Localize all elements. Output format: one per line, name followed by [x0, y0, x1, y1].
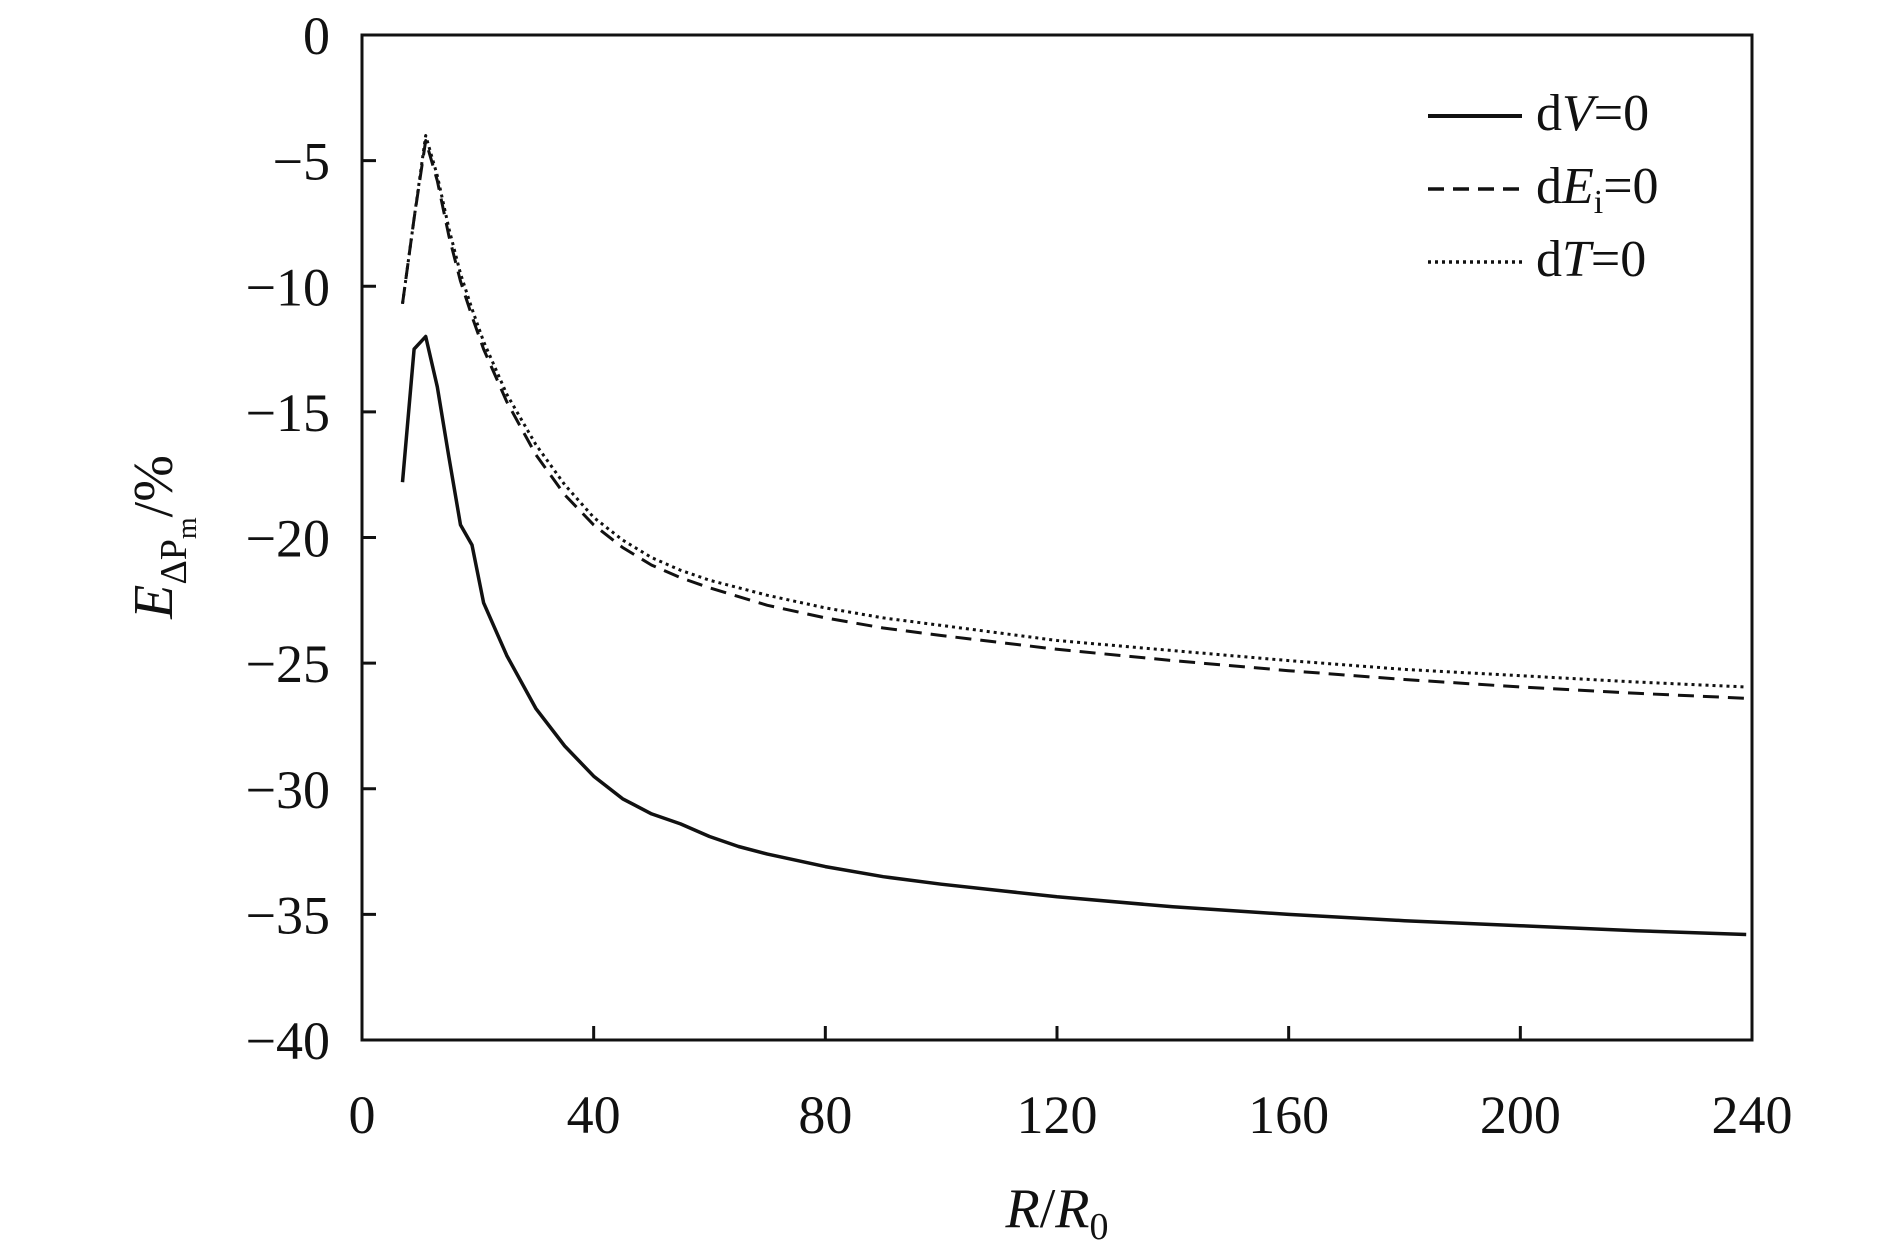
axis-ticks: 0 40 80 120 160 200 240 0 −5 −10 −15 −20 −25 −30 −35 −4…: [246, 6, 1793, 1145]
x-tick-label: 160: [1248, 1085, 1329, 1145]
y-axis-title: EΔPm/%: [123, 455, 203, 620]
series-line-1: [401, 139, 1747, 700]
x-tick-label: 80: [798, 1085, 852, 1145]
y-tick-label: −35: [246, 885, 330, 945]
x-tick-label: 240: [1712, 1085, 1793, 1145]
x-tick-label: 0: [349, 1085, 376, 1145]
series-group: [400, 134, 1747, 937]
y-tick-label: −40: [246, 1011, 330, 1071]
y-tick-label: −30: [246, 760, 330, 820]
legend-label-2: dT=0: [1536, 231, 1646, 288]
x-axis-title: R/R0: [1005, 1178, 1109, 1245]
y-tick-label: −15: [246, 383, 330, 443]
y-tick-label: −10: [246, 257, 330, 317]
series-line-0: [400, 334, 1747, 937]
legend-label-0: dV=0: [1536, 85, 1649, 142]
x-tick-label: 40: [567, 1085, 621, 1145]
y-tick-label: 0: [303, 6, 330, 66]
x-tick-label: 200: [1480, 1085, 1561, 1145]
series-line-2: [401, 134, 1747, 689]
y-tick-label: −20: [246, 509, 330, 569]
legend-label-1: dEi=0: [1536, 158, 1659, 221]
legend: dV=0 dEi=0 dT=0: [1428, 85, 1659, 288]
x-tick-label: 120: [1017, 1085, 1098, 1145]
y-tick-label: −5: [273, 132, 330, 192]
y-tick-label: −25: [246, 634, 330, 694]
